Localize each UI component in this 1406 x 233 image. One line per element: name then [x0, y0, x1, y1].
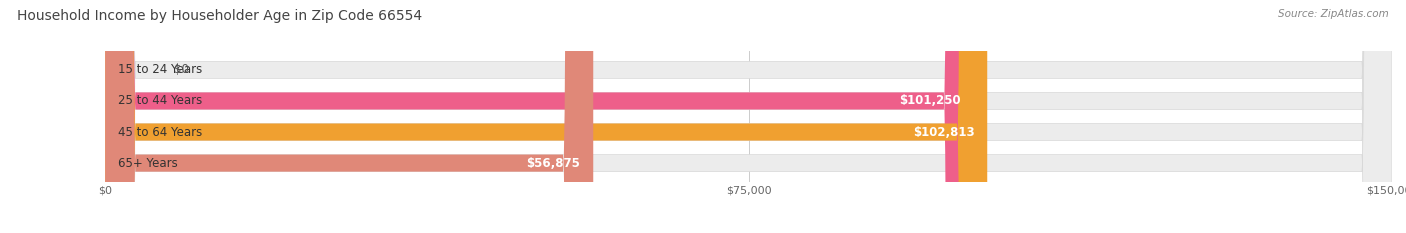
Text: $102,813: $102,813: [912, 126, 974, 139]
Text: $0: $0: [174, 63, 188, 76]
Text: 45 to 64 Years: 45 to 64 Years: [118, 126, 202, 139]
FancyBboxPatch shape: [105, 0, 1392, 233]
FancyBboxPatch shape: [105, 0, 987, 233]
FancyBboxPatch shape: [105, 0, 974, 233]
Text: 25 to 44 Years: 25 to 44 Years: [118, 94, 202, 107]
FancyBboxPatch shape: [105, 0, 593, 233]
Text: $56,875: $56,875: [526, 157, 581, 170]
Text: Household Income by Householder Age in Zip Code 66554: Household Income by Householder Age in Z…: [17, 9, 422, 23]
FancyBboxPatch shape: [105, 0, 1392, 233]
Text: 15 to 24 Years: 15 to 24 Years: [118, 63, 202, 76]
FancyBboxPatch shape: [105, 0, 1392, 233]
Text: Source: ZipAtlas.com: Source: ZipAtlas.com: [1278, 9, 1389, 19]
Text: $101,250: $101,250: [900, 94, 960, 107]
Text: 65+ Years: 65+ Years: [118, 157, 179, 170]
FancyBboxPatch shape: [105, 0, 1392, 233]
